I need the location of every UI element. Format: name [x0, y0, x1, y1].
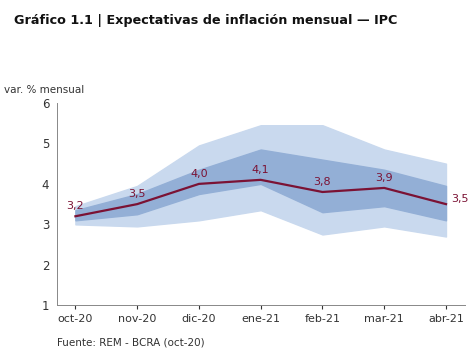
Text: var. % mensual: var. % mensual	[4, 85, 84, 95]
Text: Gráfico 1.1 | Expectativas de inflación mensual — IPC: Gráfico 1.1 | Expectativas de inflación …	[14, 14, 398, 27]
Text: 3,9: 3,9	[375, 173, 393, 183]
Text: 3,5: 3,5	[451, 194, 468, 204]
Text: 3,5: 3,5	[128, 189, 146, 199]
Text: 4,0: 4,0	[190, 169, 208, 179]
Text: 3,8: 3,8	[314, 177, 331, 187]
Text: 3,2: 3,2	[66, 201, 84, 211]
Text: 4,1: 4,1	[252, 165, 270, 175]
Text: Fuente: REM - BCRA (oct-20): Fuente: REM - BCRA (oct-20)	[57, 338, 204, 348]
